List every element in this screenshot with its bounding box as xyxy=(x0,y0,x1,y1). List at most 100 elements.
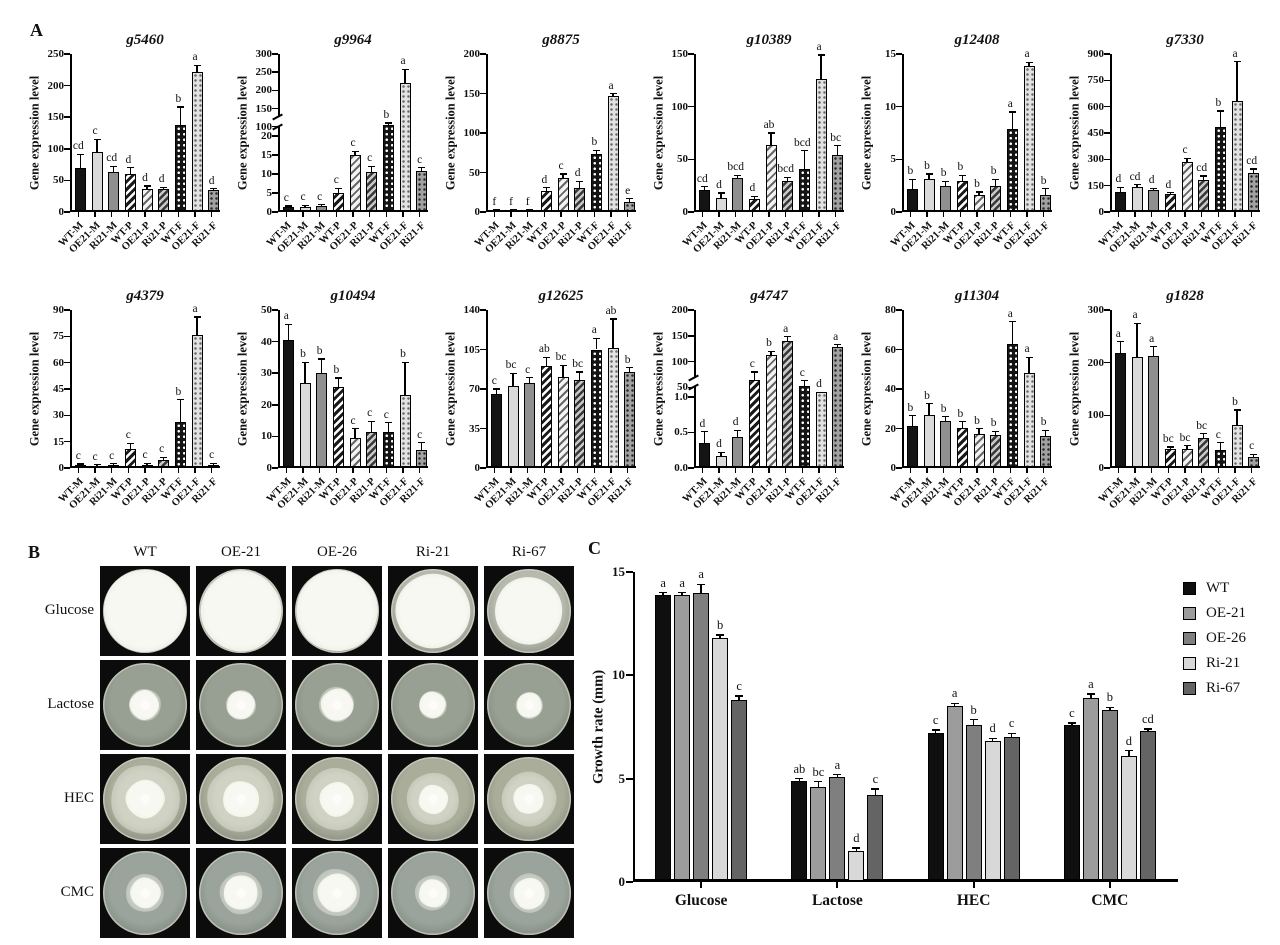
error-bar-cap xyxy=(334,377,342,379)
significance-letter: d xyxy=(989,721,996,736)
error-bar-cap xyxy=(93,464,101,466)
bar-OE21-M xyxy=(507,385,519,467)
significance-letter: b xyxy=(974,414,980,427)
error-bar-cap xyxy=(734,429,742,431)
error-bar xyxy=(1253,168,1255,174)
plot-area xyxy=(902,310,1052,468)
significance-letter: c xyxy=(333,174,339,187)
significance-letter: b xyxy=(316,344,323,357)
x-tick-mark xyxy=(734,212,737,217)
x-tick-mark xyxy=(560,212,562,217)
bar-OE21-P xyxy=(973,195,985,211)
significance-letter: c xyxy=(125,429,131,442)
bar-Ri21-F xyxy=(208,189,220,211)
error-bar xyxy=(371,166,373,173)
gene-chart-g1828: g1828 Gene expression level 0 100 200 300 a WT-… xyxy=(1064,286,1269,538)
axis-break xyxy=(274,117,430,126)
error-bar-cap xyxy=(1105,706,1114,709)
y-tick-mark xyxy=(896,388,902,390)
y-tick-mark xyxy=(1104,414,1110,417)
error-bar xyxy=(662,592,664,595)
bar-WT-F xyxy=(174,124,186,211)
significance-letter: b xyxy=(383,109,390,122)
error-bar xyxy=(1071,722,1073,725)
x-tick-mark xyxy=(160,468,163,473)
y-tick-label: 200 xyxy=(47,79,65,92)
x-tick-mark xyxy=(836,882,839,888)
error-bar-cap xyxy=(384,422,392,424)
y-tick-mark xyxy=(688,211,694,213)
significance-letter: a xyxy=(833,330,839,343)
error-bar-cap xyxy=(93,138,101,140)
x-tick-mark xyxy=(700,882,703,888)
error-bar xyxy=(753,371,755,380)
error-bar-cap xyxy=(1233,409,1241,411)
error-bar xyxy=(1119,187,1121,192)
petri-photo-HEC-Ri-67 xyxy=(484,754,574,844)
error-bar-cap xyxy=(1116,186,1124,188)
bar-CMC-Ri-67 xyxy=(1139,731,1156,881)
error-bar-cap xyxy=(908,415,916,417)
bar-OE21-M xyxy=(299,382,311,467)
significance-letter: bcd xyxy=(794,136,811,149)
error-bar-cap xyxy=(1200,175,1208,177)
bar-Glucose-Ri-67 xyxy=(731,700,748,881)
x-tick-mark xyxy=(926,468,928,473)
error-bar-cap xyxy=(193,64,201,66)
bar-WT-P xyxy=(748,199,760,211)
y-tick-mark xyxy=(64,53,70,55)
bar-Ri21-M xyxy=(1148,356,1160,467)
error-bar-cap xyxy=(176,106,184,108)
y-tick-mark xyxy=(896,211,902,213)
x-tick-mark xyxy=(1184,212,1186,217)
bar-Ri21-P xyxy=(990,435,1002,467)
bar-OE21-M xyxy=(91,465,103,468)
x-tick-mark xyxy=(909,212,912,217)
bar-Ri21-P xyxy=(158,460,170,467)
error-bar xyxy=(1045,430,1047,437)
significance-letter: a xyxy=(591,324,597,337)
bar-OE21-F xyxy=(1023,373,1035,467)
significance-letter: b xyxy=(940,402,947,415)
y-tick-mark xyxy=(896,53,902,55)
bar-OE21-P xyxy=(141,188,153,211)
y-tick-mark xyxy=(272,89,278,92)
panel-c-label: C xyxy=(588,538,601,558)
bar-Ri21-M xyxy=(316,206,328,211)
y-tick-label: 0 xyxy=(266,206,273,218)
bar-WT-F xyxy=(590,349,602,467)
y-tick-label: 750 xyxy=(1087,74,1105,87)
error-bar xyxy=(495,389,497,394)
error-bar xyxy=(1045,188,1047,196)
error-bar xyxy=(1186,158,1188,162)
error-bar-cap xyxy=(126,442,134,444)
bar-Ri21-F xyxy=(832,347,844,467)
error-bar xyxy=(196,317,198,335)
bar-Ri21-M xyxy=(1148,190,1160,211)
bar-Ri21-M xyxy=(108,464,120,467)
error-bar-cap xyxy=(143,462,151,465)
x-tick-mark xyxy=(1217,468,1220,473)
error-bar-cap xyxy=(1133,322,1141,324)
bar-Lactose-OE-26 xyxy=(829,776,846,881)
significance-letter: b xyxy=(1106,690,1113,705)
y-tick-label: 200 xyxy=(1087,356,1105,369)
x-tick-mark xyxy=(734,468,737,473)
y-tick-mark xyxy=(626,777,633,780)
error-bar-cap xyxy=(833,773,842,776)
legend-label-OE-26: OE-26 xyxy=(1206,630,1246,646)
y-tick-mark xyxy=(1104,158,1110,161)
bar-Glucose-WT xyxy=(655,594,672,881)
y-tick-mark xyxy=(688,467,694,469)
y-tick-mark xyxy=(272,53,278,55)
bar-WT-M xyxy=(698,189,710,211)
legend-label-OE-21: OE-21 xyxy=(1206,605,1246,621)
error-bar xyxy=(820,55,822,80)
bar-OE21-F xyxy=(191,71,203,211)
error-bar xyxy=(798,778,801,781)
petri-dish xyxy=(199,851,283,935)
bar-CMC-OE-26 xyxy=(1101,710,1118,881)
bar-WT-P xyxy=(540,366,552,467)
fungal-colony xyxy=(385,563,481,659)
x-tick-mark xyxy=(834,212,837,217)
